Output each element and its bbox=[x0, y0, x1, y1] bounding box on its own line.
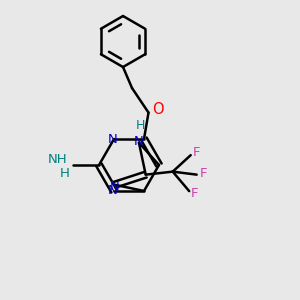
Text: N: N bbox=[108, 184, 117, 197]
Text: F: F bbox=[200, 167, 207, 180]
Text: NH: NH bbox=[48, 153, 68, 166]
Text: O: O bbox=[152, 102, 163, 117]
Text: F: F bbox=[191, 187, 198, 200]
Text: N: N bbox=[110, 180, 119, 193]
Text: F: F bbox=[192, 146, 200, 159]
Text: H: H bbox=[136, 119, 145, 132]
Text: N: N bbox=[134, 135, 144, 148]
Text: N: N bbox=[108, 133, 117, 146]
Text: H: H bbox=[60, 167, 69, 180]
